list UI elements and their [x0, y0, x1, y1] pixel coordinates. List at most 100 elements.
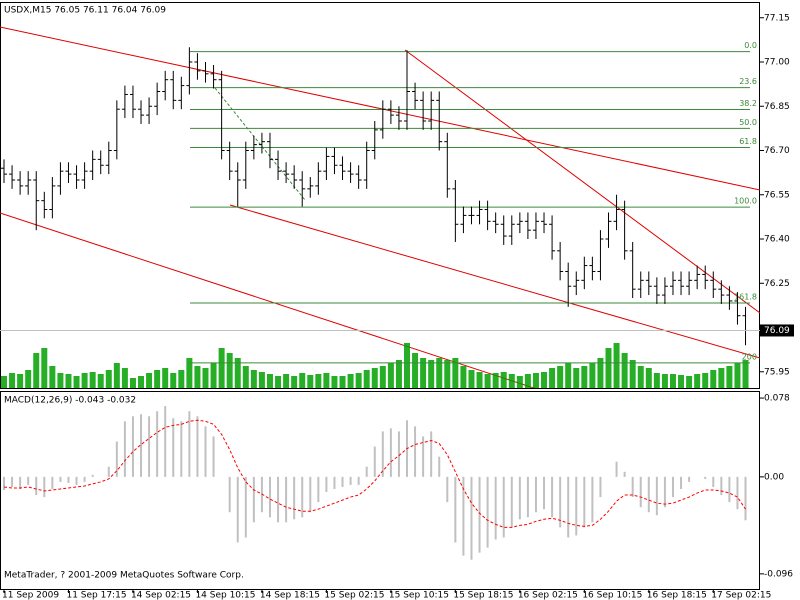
volume-bar: [420, 358, 427, 388]
volume-bar: [234, 358, 241, 388]
volume-bar: [605, 348, 612, 388]
volume-bar: [307, 375, 314, 388]
price-panel: [0, 2, 760, 389]
volume-bar: [436, 358, 443, 388]
volume-bar: [371, 368, 378, 388]
volume-bar: [323, 373, 330, 388]
x-tick-label: 14 Sep 18:15: [260, 591, 320, 600]
fibo-label: 50.0: [739, 118, 757, 127]
y-tick-label: 77.00: [764, 58, 790, 68]
volume-bar: [484, 374, 491, 388]
volume-bar: [557, 366, 564, 388]
volume-bar: [97, 374, 104, 388]
x-tick-label: 16 Sep 02:15: [518, 591, 578, 600]
volume-bar: [129, 378, 136, 388]
volume-bar: [33, 353, 40, 388]
volume-bar: [49, 366, 56, 388]
volume-bar: [734, 363, 741, 388]
volume-bar: [661, 374, 668, 388]
volume-bar: [315, 374, 322, 388]
y-tick-label: 76.70: [764, 146, 790, 156]
volume-bar: [266, 374, 273, 388]
volume-bar: [669, 374, 676, 388]
volume-bar: [331, 376, 338, 388]
macd-title: MACD(12,26,9) -0.043 -0.032: [4, 396, 136, 406]
volume-bar: [218, 348, 225, 388]
volume-bar: [710, 370, 717, 388]
volume-bar: [1, 376, 7, 388]
volume-bar: [363, 370, 370, 388]
fibo-label: 200: [742, 352, 757, 361]
x-tick-label: 15 Sep 18:15: [453, 591, 513, 600]
volume-bar: [121, 368, 128, 388]
volume-bar: [81, 373, 88, 388]
x-tick-label: 11 Sep 17:15: [66, 591, 126, 600]
volume-bar: [89, 372, 96, 388]
volume-bar: [210, 363, 217, 388]
volume-bar: [508, 374, 515, 388]
volume-bar: [162, 368, 169, 388]
volume-bar: [395, 360, 402, 388]
volume-bar: [9, 373, 16, 388]
y-tick-label: 76.40: [764, 235, 790, 245]
y-tick-label: 76.25: [764, 279, 790, 289]
y-tick-label: 75.95: [764, 367, 790, 377]
price-title: USDX,M15 76.05 76.11 76.04 76.09: [4, 6, 166, 16]
volume-bar: [299, 373, 306, 388]
volume-bar: [678, 375, 685, 388]
volume-bar: [492, 373, 499, 388]
plot-layer: 0.0 23.6 38.2 50.0 61.8 100.0 161.8 200 76.09 77.…: [0, 13, 794, 600]
volume-bar: [57, 373, 64, 388]
volume-bar: [154, 370, 161, 388]
volume-bar: [476, 372, 483, 388]
x-tick-label: 14 Sep 02:15: [131, 591, 191, 600]
volume-bar: [549, 368, 556, 388]
volume-bar: [226, 353, 233, 388]
volume-bar: [428, 360, 435, 388]
x-tick-label: 15 Sep 02:15: [324, 591, 384, 600]
volume-bar: [645, 368, 652, 388]
volume-bar: [573, 368, 580, 388]
y-tick-label: 76.55: [764, 190, 790, 200]
x-tick-label: 15 Sep 10:15: [389, 591, 449, 600]
volume-bar: [379, 366, 386, 388]
volume-bar: [138, 376, 145, 388]
volume-bar: [444, 360, 451, 388]
volume-bar: [694, 374, 701, 388]
y-tick-label: -0.096: [764, 569, 793, 579]
volume-bar: [565, 363, 572, 388]
price-marker: [760, 324, 794, 337]
volume-bar: [242, 366, 249, 388]
trend-line: [404, 49, 760, 314]
signal-line: [3, 419, 746, 528]
volume-bar: [17, 374, 24, 388]
y-tick-label: 77.15: [764, 13, 790, 23]
x-tick-label: 16 Sep 18:15: [647, 591, 707, 600]
volume-bar: [541, 372, 548, 388]
volume-bar: [452, 358, 459, 388]
volume-bar: [41, 348, 48, 388]
volume-bar: [742, 360, 749, 388]
y-tick-label: 0.00: [764, 472, 784, 482]
volume-bar: [105, 370, 112, 388]
volume-bar: [258, 372, 265, 388]
y-tick-label: 76.85: [764, 102, 790, 112]
x-tick-label: 11 Sep 2009: [2, 591, 59, 600]
fibo-label: 100.0: [734, 197, 757, 206]
volume-bar: [25, 370, 32, 388]
volume-bar: [637, 366, 644, 388]
volume-bar: [629, 360, 636, 388]
y-tick-label: 0.078: [764, 394, 790, 404]
volume-bar: [146, 373, 153, 388]
x-tick-label: 16 Sep 10:15: [582, 591, 642, 600]
volume-bar: [65, 374, 72, 388]
volume-bar: [250, 370, 257, 388]
volume-bar: [291, 376, 298, 388]
price-marker-label: 76.09: [764, 326, 790, 336]
volume-bar: [178, 370, 185, 388]
volume-bar: [686, 376, 693, 388]
fibo-label: 61.8: [739, 137, 757, 146]
volume-bar: [613, 343, 620, 388]
